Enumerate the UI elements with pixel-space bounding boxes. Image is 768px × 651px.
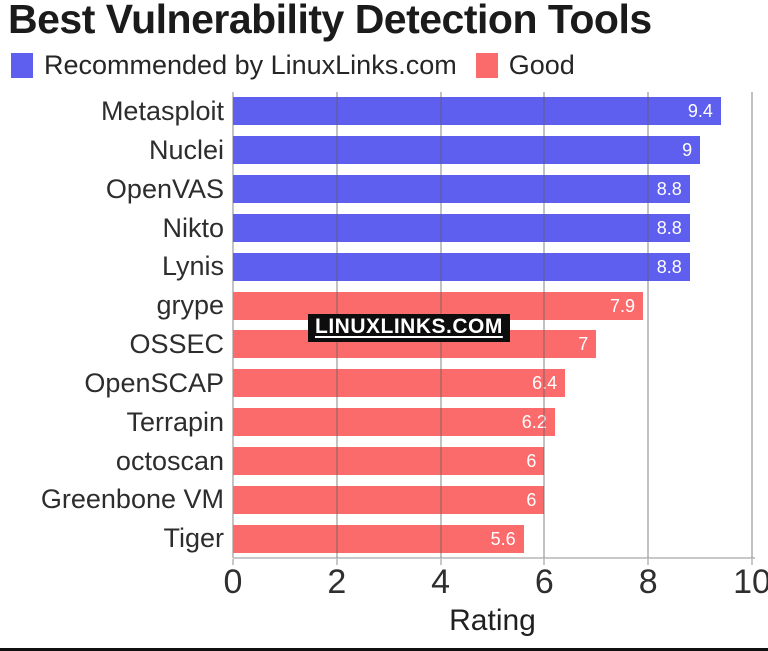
tick-label: 10 bbox=[733, 563, 768, 601]
bar-value-label: 6.2 bbox=[521, 412, 547, 433]
tick-mark bbox=[751, 559, 753, 565]
category-label: octoscan bbox=[115, 445, 224, 476]
tick-mark bbox=[439, 559, 442, 565]
bar: 8.8 bbox=[233, 213, 690, 242]
bottom-rule bbox=[0, 648, 768, 651]
bar-value-label: 7 bbox=[578, 334, 589, 355]
bar-value-label: 8.8 bbox=[656, 179, 682, 200]
category-label: grype bbox=[156, 290, 224, 321]
tick-label: 4 bbox=[431, 563, 451, 601]
tick-label: 8 bbox=[638, 563, 658, 601]
x-axis-title: Rating bbox=[449, 604, 536, 637]
bar: 6.2 bbox=[233, 408, 555, 437]
tick-label: 2 bbox=[327, 563, 347, 601]
category-label: Terrapin bbox=[126, 406, 224, 437]
category-label: Greenbone VM bbox=[40, 484, 224, 515]
bar-value-label: 8.8 bbox=[656, 217, 682, 238]
bar: 9.4 bbox=[233, 97, 721, 126]
gridline bbox=[647, 92, 650, 558]
bar: 6 bbox=[233, 446, 545, 475]
bar: 5.6 bbox=[233, 524, 524, 553]
category-label: Nuclei bbox=[148, 134, 224, 165]
tick-mark bbox=[543, 559, 546, 565]
bar-value-label: 9.4 bbox=[687, 101, 713, 122]
category-label: Tiger bbox=[163, 523, 224, 554]
gridline bbox=[751, 92, 753, 558]
category-label: Nikto bbox=[162, 212, 224, 243]
bar-value-label: 9 bbox=[682, 140, 693, 161]
chart-title: Best Vulnerability Detection Tools bbox=[8, 0, 652, 42]
legend: Recommended by LinuxLinks.com Good bbox=[11, 50, 594, 81]
legend-label: Recommended by LinuxLinks.com bbox=[44, 50, 457, 80]
legend-swatch bbox=[11, 53, 33, 78]
bar: 6.4 bbox=[233, 369, 566, 398]
watermark-badge: LINUXLINKS.COM bbox=[308, 314, 510, 342]
gridline bbox=[543, 92, 546, 558]
category-label: OpenVAS bbox=[105, 173, 224, 204]
gridline bbox=[232, 92, 234, 558]
category-label: Lynis bbox=[161, 251, 224, 282]
bar: 6 bbox=[233, 485, 545, 514]
x-axis-line bbox=[233, 557, 755, 559]
tick-mark bbox=[335, 559, 338, 565]
bar-value-label: 5.6 bbox=[490, 528, 516, 549]
bar: 9 bbox=[233, 136, 701, 165]
tick-mark bbox=[647, 559, 650, 565]
bar-value-label: 6.4 bbox=[532, 373, 558, 394]
legend-item: Recommended by LinuxLinks.com bbox=[11, 50, 457, 81]
bar-value-label: 8.8 bbox=[656, 256, 682, 277]
legend-swatch bbox=[475, 53, 498, 78]
bar-value-label: 7.9 bbox=[609, 295, 635, 316]
category-label: OpenSCAP bbox=[84, 367, 224, 398]
tick-label: 0 bbox=[223, 563, 243, 601]
tick-label: 6 bbox=[534, 563, 554, 601]
bar: 8.8 bbox=[233, 252, 690, 281]
category-label: OSSEC bbox=[129, 329, 224, 359]
category-label: Metasploit bbox=[100, 96, 224, 126]
tick-mark bbox=[232, 559, 234, 565]
bar-value-label: 6 bbox=[526, 450, 537, 471]
legend-label: Good bbox=[508, 50, 575, 80]
legend-item: Good bbox=[475, 50, 575, 81]
plot-area: 9.4 9 8.8 8.8 8.8 7.9 7 6.4 6.2 6 6 5.6 bbox=[232, 92, 753, 558]
bar: 8.8 bbox=[233, 175, 690, 204]
bar-value-label: 6 bbox=[526, 489, 537, 510]
